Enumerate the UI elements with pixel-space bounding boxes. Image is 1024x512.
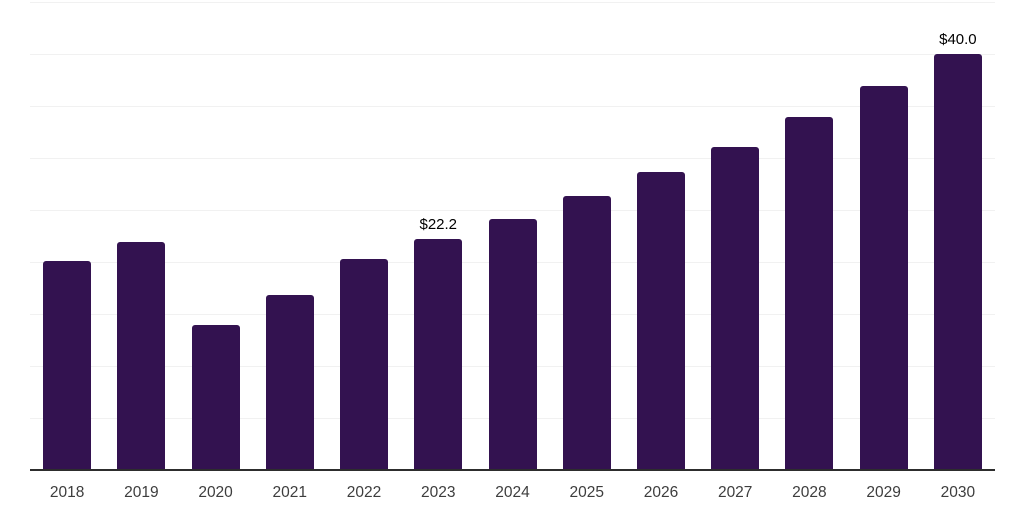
bar-2030 bbox=[933, 54, 982, 470]
x-tick-label-2019: 2019 bbox=[124, 484, 159, 501]
x-tick-label-2028: 2028 bbox=[792, 484, 827, 501]
bar-2028 bbox=[785, 117, 834, 470]
bar-2022 bbox=[340, 258, 389, 470]
gridline-35 bbox=[30, 106, 995, 107]
bar-2020 bbox=[191, 325, 240, 470]
x-tick-label-2018: 2018 bbox=[49, 484, 85, 501]
x-axis-line bbox=[30, 469, 995, 471]
data-label-2030: $40.0 bbox=[939, 31, 977, 48]
bar-2029 bbox=[859, 86, 908, 470]
gridline-25 bbox=[30, 210, 995, 211]
x-tick-label-2026: 2026 bbox=[643, 484, 679, 501]
gridline-45 bbox=[30, 2, 995, 3]
data-label-2023: $22.2 bbox=[419, 216, 458, 234]
bar-2025 bbox=[562, 196, 611, 470]
x-tick-label-2023: 2023 bbox=[421, 484, 456, 501]
bar-2021 bbox=[265, 295, 314, 470]
bar-2018 bbox=[43, 260, 92, 470]
x-tick-label-2022: 2022 bbox=[346, 484, 382, 501]
bar-2027 bbox=[711, 146, 760, 470]
bar-2019 bbox=[117, 242, 166, 470]
bar-2023 bbox=[414, 239, 463, 470]
x-tick-label-2027: 2027 bbox=[717, 484, 753, 501]
x-tick-label-2025: 2025 bbox=[569, 484, 604, 501]
x-tick-label-2029: 2029 bbox=[866, 484, 901, 501]
x-tick-label-2020: 2020 bbox=[198, 484, 233, 501]
x-tick-label-2021: 2021 bbox=[272, 484, 308, 501]
gridline-40 bbox=[30, 54, 995, 55]
gridline-30 bbox=[30, 158, 995, 159]
bar-2024 bbox=[488, 219, 537, 470]
x-tick-label-2024: 2024 bbox=[495, 484, 530, 501]
x-tick-label-2030: 2030 bbox=[940, 484, 976, 501]
bar-2026 bbox=[636, 171, 685, 470]
